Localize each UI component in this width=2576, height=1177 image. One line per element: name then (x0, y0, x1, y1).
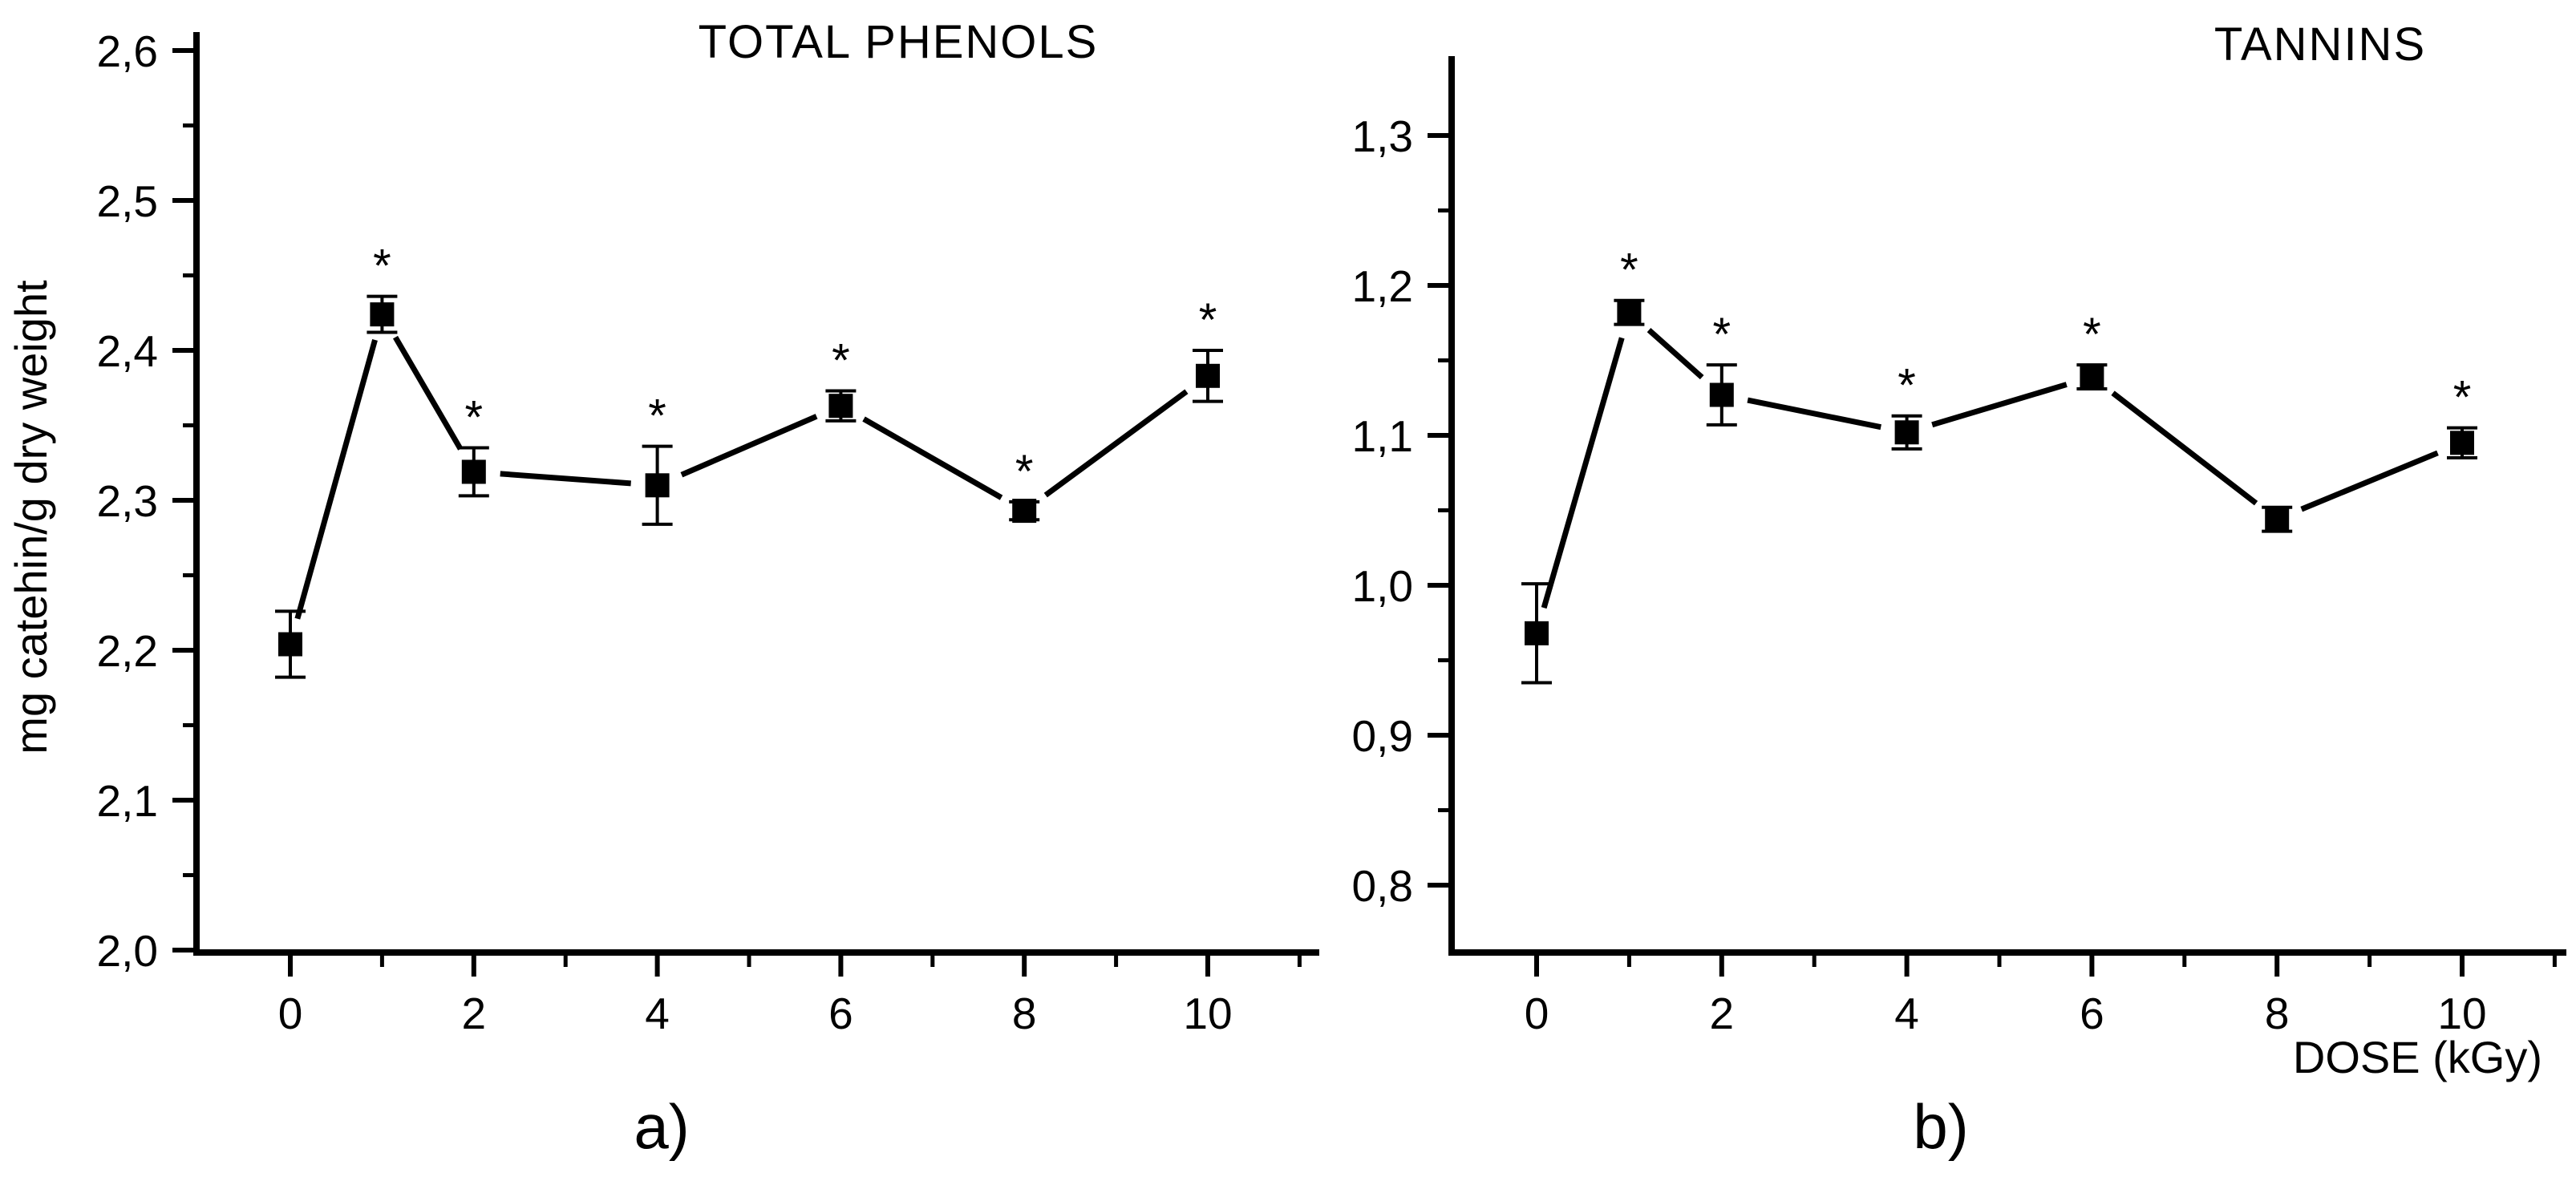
series-line-segment (1541, 337, 1625, 609)
x-axis-label-dose: DOSE (kGy) (2293, 1032, 2542, 1082)
significance-asterisk: * (1898, 360, 1916, 412)
significance-asterisk: * (1620, 245, 1638, 297)
series-line-segment (2300, 450, 2439, 512)
x-tick-label: 8 (2265, 989, 2290, 1038)
y-tick-label: 2,4 (97, 326, 158, 376)
data-point-marker (278, 632, 302, 657)
y-tick-label: 0,9 (1352, 711, 1413, 761)
y-tick-label: 2,1 (97, 776, 158, 826)
series-line-segment (680, 414, 818, 478)
y-tick-label: 1,2 (1352, 261, 1413, 311)
y-tick-label: 2,2 (97, 626, 158, 676)
significance-asterisk: * (648, 390, 666, 443)
significance-asterisk: * (1199, 294, 1217, 346)
x-tick-label: 6 (828, 989, 853, 1038)
significance-asterisk: * (1713, 309, 1732, 361)
series-line-segment (392, 335, 464, 451)
data-point-marker (1709, 382, 1734, 407)
y-tick-label: 2,6 (97, 26, 158, 76)
data-point-marker (461, 459, 486, 484)
panel-total-phenols: TOTAL PHENOLS mg catehin/g dry weight a)… (6, 16, 1319, 1162)
data-point-marker (645, 473, 670, 498)
data-point-marker (2265, 507, 2290, 532)
y-tick-label: 1,3 (1352, 111, 1413, 161)
y-tick-label: 1,0 (1352, 561, 1413, 611)
y-tick-label: 2,5 (97, 176, 158, 226)
x-tick-label: 10 (1183, 989, 1232, 1038)
x-tick-label: 4 (645, 989, 670, 1038)
data-point-marker (1012, 499, 1037, 524)
data-point-marker (1617, 300, 1642, 325)
y-tick-label: 1,1 (1352, 411, 1413, 461)
panel-label-b: b) (1913, 1091, 1968, 1162)
y-tick-label: 2,3 (97, 476, 158, 526)
x-tick-label: 10 (2437, 989, 2486, 1038)
x-tick-label: 0 (278, 989, 303, 1038)
significance-asterisk: * (465, 392, 484, 444)
x-tick-label: 0 (1525, 989, 1549, 1038)
y-tick-label: 2,0 (97, 926, 158, 976)
series-line-segment (1646, 328, 1704, 380)
series-line-segment (2111, 390, 2258, 506)
significance-asterisk: * (832, 334, 850, 386)
chart-title-tannins: TANNINS (2214, 18, 2426, 71)
series-line-segment (500, 471, 631, 487)
panel-tannins: TANNINS DOSE (kGy) b) 0,8 0,9 1,0 1,1 1,2 1,3… (1352, 18, 2566, 1162)
x-tick-label: 2 (462, 989, 487, 1038)
data-point-marker (1894, 420, 1919, 445)
data-point-marker (2450, 431, 2474, 455)
x-tick-label: 2 (1710, 989, 1735, 1038)
x-tick-label: 6 (2080, 989, 2104, 1038)
series-line-segment (1043, 389, 1189, 498)
significance-asterisk: * (2083, 309, 2101, 361)
chart-title-total-phenols: TOTAL PHENOLS (699, 16, 1099, 68)
data-point-marker (1525, 621, 1549, 645)
plot-area-tannins: 0,8 0,9 1,0 1,1 1,2 1,3 0 2 4 6 8 10 * * * * * (1352, 56, 2566, 1038)
y-axis-label-catehin: mg catehin/g dry weight (6, 280, 56, 754)
significance-asterisk: * (373, 241, 391, 293)
data-point-marker (828, 394, 853, 419)
data-point-marker (1196, 363, 1220, 388)
panel-label-a: a) (634, 1091, 689, 1162)
data-point-marker (2080, 365, 2104, 390)
significance-asterisk: * (1015, 446, 1034, 498)
series-line-segment (1931, 382, 2068, 428)
data-point-marker (370, 302, 395, 327)
significance-asterisk: * (2453, 372, 2472, 424)
plot-area-total-phenols: 2,0 2,1 2,2 2,3 2,4 2,5 2,6 0 2 4 6 8 10 * * * * * * (97, 26, 1319, 1038)
y-tick-label: 0,8 (1352, 861, 1413, 911)
x-tick-label: 4 (1894, 989, 1919, 1038)
x-tick-label: 8 (1012, 989, 1037, 1038)
series-line-segment (294, 338, 378, 620)
series-line-segment (862, 416, 1003, 500)
series-line-segment (1747, 397, 1881, 431)
